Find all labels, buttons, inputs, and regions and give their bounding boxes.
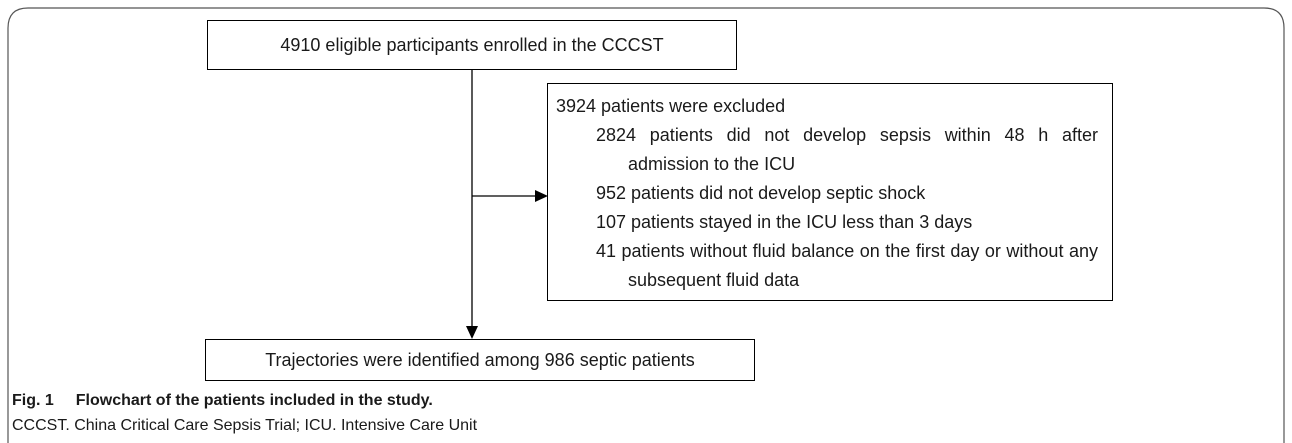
caption-title: Flowchart of the patients included in th… (75, 392, 433, 409)
caption-heading: Fig. 1 Flowchart of the patients included… (12, 392, 433, 410)
node-label: Trajectories were identified among 986 s… (265, 349, 695, 370)
figure-frame (7, 7, 1285, 443)
result-box: Trajectories were identified among 986 s… (205, 339, 755, 381)
exclusion-item: 107 patients stayed in the ICU less than… (596, 212, 973, 232)
enrolled-box: 4910 eligible participants enrolled in t… (207, 20, 737, 70)
excluded-box: 3924 patients were excluded 2824 patient… (547, 83, 1113, 301)
node-label: 4910 eligible participants enrolled in t… (280, 34, 664, 55)
exclusion-item: 41 patients without fluid balance on the… (596, 241, 1098, 290)
arrow-head (535, 190, 548, 202)
node-label: 3924 patients were excluded (556, 96, 786, 116)
arrow-head (466, 326, 478, 339)
caption-note: CCCST. China Critical Care Sepsis Trial;… (12, 417, 478, 434)
exclusion-item: 2824 patients did not develop sepsis wit… (596, 125, 1098, 174)
caption-label: Fig. 1 (12, 392, 54, 409)
exclusion-item: 952 patients did not develop septic shoc… (596, 183, 926, 203)
